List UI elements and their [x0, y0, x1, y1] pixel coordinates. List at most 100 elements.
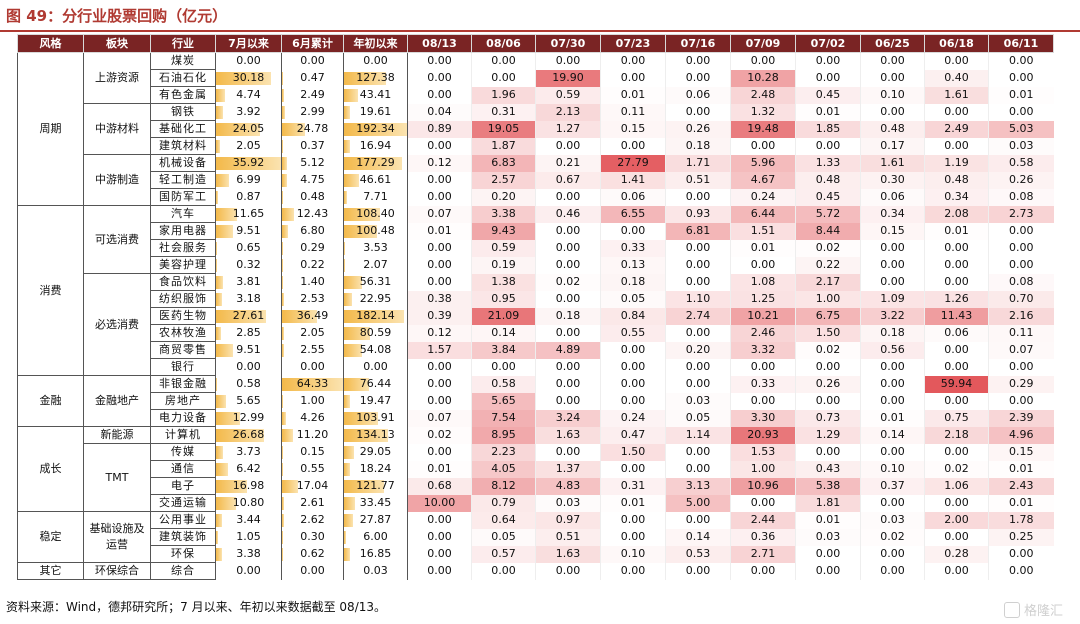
cumulative-value-cell: 3.38	[215, 545, 282, 563]
title-underline	[0, 30, 1080, 32]
weekly-value-cell: 0.02	[860, 528, 925, 546]
weekly-value-cell: 0.47	[600, 426, 666, 444]
cumulative-value-cell: 30.18	[215, 69, 282, 87]
weekly-value-cell: 0.00	[860, 273, 925, 291]
weekly-value-cell: 0.00	[860, 358, 925, 376]
weekly-value-cell: 0.00	[600, 392, 666, 410]
weekly-value-cell: 1.81	[795, 494, 861, 512]
weekly-value-cell: 0.00	[860, 375, 925, 393]
weekly-value-cell: 0.95	[471, 290, 536, 308]
data-bar	[216, 462, 228, 476]
column-header: 07/02	[795, 34, 861, 53]
cell-value: 0.40	[944, 71, 969, 84]
cell-value: 0.04	[427, 105, 452, 118]
cell-value: 0.00	[815, 394, 841, 407]
cell-value: 0.48	[815, 173, 841, 186]
weekly-value-cell: 1.00	[730, 460, 796, 478]
industry-cell: 医药生物	[150, 307, 216, 325]
weekly-value-cell: 0.24	[600, 409, 666, 427]
cell-value: 0.00	[1009, 105, 1034, 118]
weekly-value-cell: 0.46	[535, 205, 601, 223]
sector-cell: 新能源	[83, 426, 151, 444]
cell-value: 0.06	[685, 88, 711, 101]
cumulative-value-cell: 4.26	[281, 409, 344, 427]
cell-value: 4.89	[555, 343, 581, 356]
weekly-value-cell: 0.28	[924, 545, 989, 563]
cell-value: 0.00	[555, 139, 581, 152]
industry-cell: 环保	[150, 545, 216, 563]
weekly-value-cell: 0.00	[535, 222, 601, 240]
cumulative-value-cell: 3.53	[343, 239, 408, 257]
cell-value: 0.14	[685, 530, 711, 543]
weekly-value-cell: 1.50	[795, 324, 861, 342]
cell-value: 6.55	[620, 207, 646, 220]
data-bar	[282, 496, 285, 510]
cumulative-value-cell: 5.12	[281, 154, 344, 172]
weekly-value-cell: 2.18	[924, 426, 989, 444]
cell-value: 0.00	[750, 564, 776, 577]
column-header: 风格	[17, 34, 84, 53]
cell-value: 36.49	[296, 309, 329, 322]
logo-icon	[1004, 602, 1020, 618]
weekly-value-cell: 21.09	[471, 307, 536, 325]
weekly-value-cell: 0.26	[795, 375, 861, 393]
cell-value: 0.25	[1009, 530, 1034, 543]
cell-value: 0.00	[944, 564, 969, 577]
cell-value: 0.00	[815, 360, 841, 373]
cell-value: 0.31	[491, 105, 516, 118]
data-bar	[216, 88, 225, 102]
weekly-value-cell: 0.33	[600, 239, 666, 257]
data-bar	[344, 309, 404, 323]
weekly-value-cell: 0.00	[988, 392, 1054, 410]
weekly-value-cell: 0.15	[988, 443, 1054, 461]
data-bar	[344, 530, 346, 544]
figure-title: 图 49：分行业股票回购（亿元）	[6, 7, 228, 25]
cumulative-value-cell: 100.48	[343, 222, 408, 240]
weekly-value-cell: 6.55	[600, 205, 666, 223]
weekly-value-cell: 0.00	[795, 562, 861, 580]
data-bar	[344, 122, 407, 136]
cell-value: 0.18	[555, 309, 581, 322]
cell-value: 3.22	[880, 309, 905, 322]
weekly-value-cell: 10.00	[407, 494, 472, 512]
cell-value: 0.18	[880, 326, 905, 339]
weekly-value-cell: 0.75	[924, 409, 989, 427]
weekly-value-cell: 0.04	[407, 103, 472, 121]
weekly-value-cell: 0.01	[988, 494, 1054, 512]
cumulative-value-cell: 0.62	[281, 545, 344, 563]
cell-value: 108.40	[356, 207, 395, 220]
cell-value: 0.01	[620, 496, 646, 509]
cell-value: 2.49	[300, 88, 325, 101]
cumulative-value-cell: 0.55	[281, 460, 344, 478]
weekly-value-cell: 0.01	[924, 222, 989, 240]
table-row: 轻工制造 6.99 4.75 46.61 0.00 2.57 0.67 1.41 0.51 4.6…	[18, 171, 1054, 189]
industry-cell: 农林牧渔	[150, 324, 216, 342]
cell-value: 0.00	[300, 54, 325, 68]
data-bar	[282, 411, 287, 425]
weekly-value-cell: 5.03	[988, 120, 1054, 138]
weekly-value-cell: 0.00	[407, 52, 472, 70]
data-bar	[282, 428, 293, 442]
data-bar	[344, 88, 359, 102]
table-row: 电力设备 12.99 4.26 103.91 0.07 7.54 3.24 0.24 0.05 3…	[18, 409, 1054, 427]
weekly-value-cell: 0.00	[860, 392, 925, 410]
cell-value: 6.83	[491, 156, 516, 169]
cell-value: 1.10	[685, 292, 711, 305]
column-header: 07/16	[665, 34, 731, 53]
table-row: 国防军工 0.87 0.48 7.71 0.00 0.20 0.00 0.06 0.00 0.24…	[18, 188, 1054, 206]
cell-value: 0.00	[1009, 258, 1034, 271]
cumulative-value-cell: 2.53	[281, 290, 344, 308]
weekly-value-cell: 0.58	[471, 375, 536, 393]
cell-value: 0.70	[1009, 292, 1034, 305]
weekly-value-cell: 1.85	[795, 120, 861, 138]
cell-value: 0.08	[1009, 275, 1034, 288]
cell-value: 0.62	[300, 547, 325, 560]
weekly-value-cell: 0.00	[795, 545, 861, 563]
weekly-value-cell: 1.57	[407, 341, 472, 359]
weekly-value-cell: 0.00	[924, 273, 989, 291]
weekly-value-cell: 0.01	[860, 409, 925, 427]
cell-value: 4.67	[750, 173, 776, 186]
weekly-value-cell: 0.03	[795, 528, 861, 546]
weekly-value-cell: 0.00	[407, 545, 472, 563]
weekly-value-cell: 0.00	[600, 52, 666, 70]
